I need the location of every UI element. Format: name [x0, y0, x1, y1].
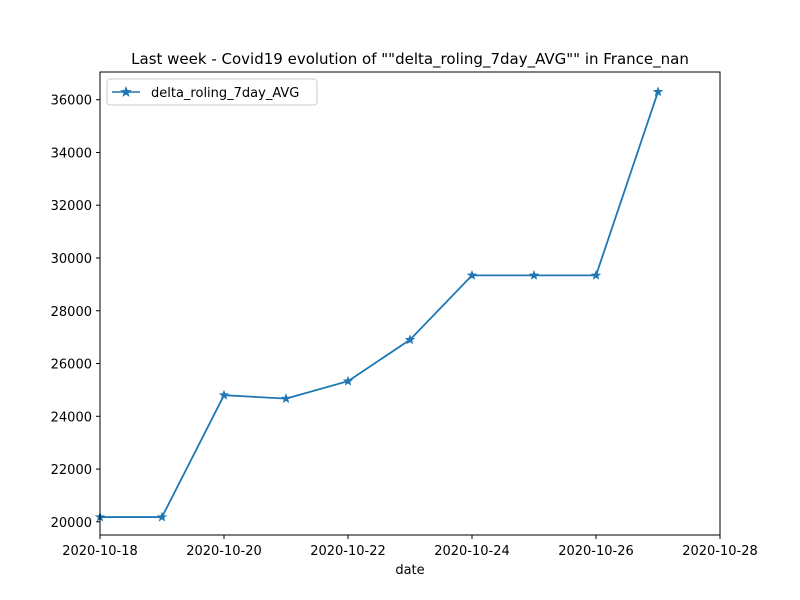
- data-point-marker: [652, 86, 664, 97]
- y-tick-label: 32000: [51, 199, 92, 214]
- plot-frame: [99, 71, 721, 536]
- x-tick-label: 2020-10-22: [310, 544, 386, 559]
- y-tick-label: 28000: [51, 305, 92, 320]
- chart-title: Last week - Covid19 evolution of ""delta…: [131, 50, 689, 69]
- data-point-marker: [466, 269, 478, 280]
- x-axis-label: date: [395, 563, 424, 578]
- y-axis: 20000 22000 24000 26000 28000 30000 32000 34000…: [51, 94, 100, 531]
- data-point-marker: [218, 389, 230, 400]
- legend: delta_roling_7day_AVG: [106, 78, 318, 106]
- legend-label: delta_roling_7day_AVG: [151, 86, 299, 101]
- legend-star-marker: [120, 85, 132, 97]
- plot-area: [100, 72, 720, 535]
- x-tick-label: 2020-10-24: [434, 544, 510, 559]
- y-tick-label: 20000: [51, 516, 92, 531]
- x-tick-label: 2020-10-26: [558, 544, 634, 559]
- data-point-marker: [528, 269, 540, 280]
- y-tick-label: 24000: [51, 410, 92, 425]
- y-tick-label: 26000: [51, 358, 92, 373]
- x-tick-label: 2020-10-28: [682, 544, 758, 559]
- y-tick-label: 30000: [51, 252, 92, 267]
- x-tick-label: 2020-10-20: [186, 544, 262, 559]
- y-tick-label: 36000: [51, 94, 92, 109]
- data-point-marker: [404, 334, 416, 345]
- data-point-marker: [156, 511, 168, 522]
- x-tick-label: 2020-10-18: [62, 544, 138, 559]
- data-point-marker: [590, 269, 602, 280]
- data-point-marker: [280, 393, 292, 404]
- y-tick-label: 22000: [51, 463, 92, 478]
- y-tick-label: 34000: [51, 146, 92, 161]
- series-line: [100, 91, 659, 518]
- data-point-marker: [342, 375, 354, 386]
- legend-box: [106, 78, 318, 106]
- x-axis: 2020-10-18 2020-10-20 2020-10-22 2020-10-24…: [62, 535, 758, 559]
